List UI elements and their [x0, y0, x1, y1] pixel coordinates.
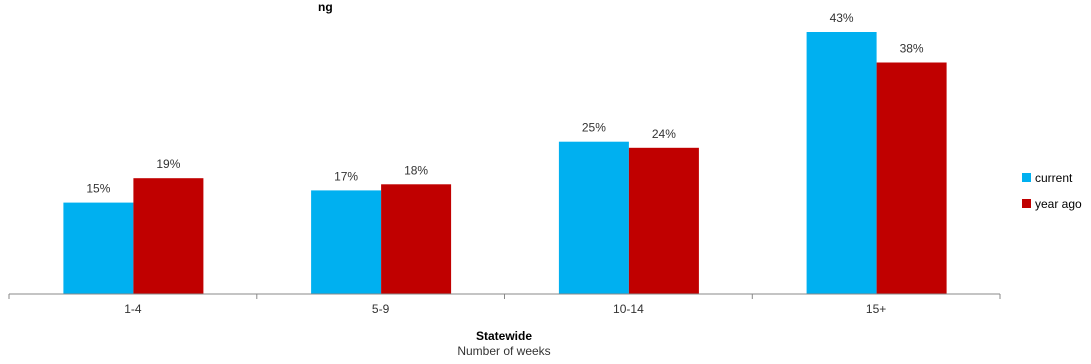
legend-swatch-current: [1022, 173, 1031, 182]
data-label-year-ago-10-14: 24%: [652, 127, 676, 141]
x-ticks-group: [8, 294, 1001, 299]
data-label-current-10-14: 25%: [582, 121, 606, 135]
data-label-current-1-4: 15%: [86, 182, 110, 196]
data-label-year-ago-1-4: 19%: [156, 157, 180, 171]
bar-current-5-9: [311, 190, 382, 294]
x-tick-label-5-9: 5-9: [372, 302, 390, 316]
x-tick-labels-group: 1-4 5-9 10-14 15+: [124, 302, 886, 316]
bar-year-ago-10-14: [628, 147, 699, 294]
x-axis-subtitle: Number of weeks: [457, 344, 550, 358]
bars-group: [63, 32, 947, 294]
x-axis-title: Statewide: [476, 329, 532, 343]
data-label-current-5-9: 17%: [334, 169, 358, 183]
legend-label-current: current: [1035, 171, 1073, 185]
data-label-year-ago-15: 38%: [900, 42, 924, 56]
x-tick-label-1-4: 1-4: [124, 302, 142, 316]
bar-labels-group: 15% 19% 17% 18% 25% 24% 43% 38%: [86, 11, 924, 196]
bar-current-1-4: [63, 202, 134, 294]
x-tick-label-10-14: 10-14: [613, 302, 644, 316]
x-tick-label-15: 15+: [866, 302, 886, 316]
legend-swatch-year-ago: [1022, 199, 1031, 208]
legend-label-year-ago: year ago: [1035, 197, 1082, 211]
data-label-year-ago-5-9: 18%: [404, 163, 428, 177]
data-label-current-15: 43%: [830, 11, 854, 25]
bar-current-10-14: [558, 141, 629, 294]
bar-year-ago-1-4: [133, 178, 204, 294]
legend: current year ago: [1022, 171, 1082, 211]
bar-year-ago-5-9: [381, 184, 452, 294]
chart-title: ng: [318, 0, 333, 14]
bar-current-15: [806, 32, 877, 294]
bar-year-ago-15: [876, 62, 947, 294]
